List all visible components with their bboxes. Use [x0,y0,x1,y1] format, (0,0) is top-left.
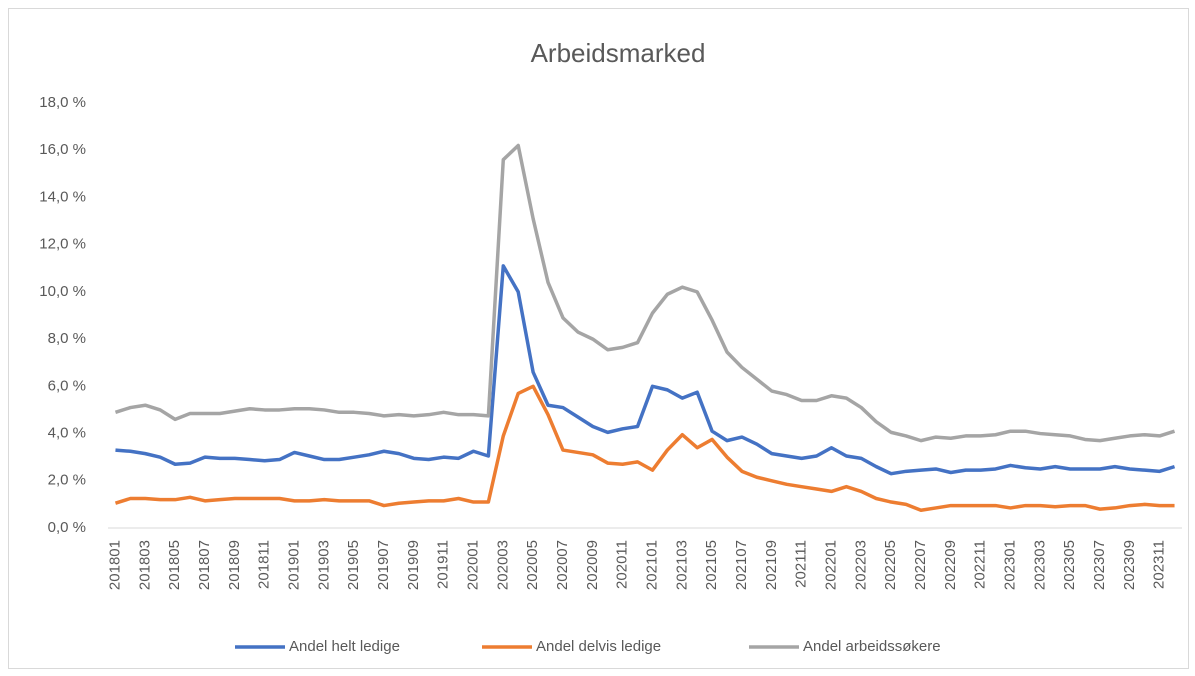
x-tick-label: 202001 [464,540,481,590]
x-tick-label: 202203 [852,540,869,590]
y-tick-label: 2,0 % [48,472,86,489]
x-tick-label: 201807 [196,540,213,590]
legend-label: Andel arbeidssøkere [803,638,941,655]
x-tick-label: 201803 [136,540,153,590]
x-tick-label: 202101 [643,540,660,590]
x-tick-label: 201809 [226,540,243,590]
y-tick-label: 12,0 % [39,236,86,253]
y-tick-label: 10,0 % [39,283,86,300]
series-line [115,264,1176,476]
x-tick-label: 202009 [584,540,601,590]
x-tick-label: 202111 [793,540,810,588]
series-line [114,384,1175,513]
y-tick-label: 8,0 % [48,330,86,347]
y-tick-label: 6,0 % [48,377,86,394]
x-tick-label: 202311 [1151,540,1168,589]
x-tick-label: 201911 [435,540,452,589]
x-tick-label: 202011 [614,540,631,589]
x-tick-label: 202007 [554,540,571,590]
x-tick-label: 202103 [673,540,690,590]
y-tick-label: 14,0 % [39,188,86,205]
y-tick-label: 0,0 % [48,519,86,536]
x-tick-label: 201909 [405,540,422,590]
y-tick-label: 4,0 % [48,425,86,442]
x-tick-label: 202309 [1121,540,1138,590]
x-tick-label: 202211 [972,540,989,589]
chart-frame [8,8,1189,669]
series-line [114,143,1176,443]
y-tick-label: 18,0 % [39,94,86,111]
x-tick-label: 201907 [375,540,392,590]
x-tick-label: 202207 [912,540,929,590]
legend-label: Andel helt ledige [289,638,400,655]
x-tick-label: 201901 [285,540,302,590]
y-tick-label: 16,0 % [39,141,86,158]
x-tick-label: 202303 [1031,540,1048,590]
x-tick-label: 202109 [763,540,780,590]
x-tick-label: 201811 [256,540,273,589]
x-tick-label: 202301 [1001,540,1018,590]
x-tick-label: 202305 [1061,540,1078,590]
x-tick-label: 202307 [1091,540,1108,590]
x-tick-label: 202201 [822,540,839,590]
x-tick-label: 201805 [166,540,183,590]
x-tick-label: 202003 [494,540,511,590]
x-tick-label: 202105 [703,540,720,590]
legend-label: Andel delvis ledige [536,638,661,655]
x-tick-label: 202209 [942,540,959,590]
x-tick-label: 202205 [882,540,899,590]
x-tick-label: 201801 [106,540,123,590]
x-tick-label: 201903 [315,540,332,590]
x-tick-label: 202107 [733,540,750,590]
x-tick-label: 201905 [345,540,362,590]
chart-title: Arbeidsmarked [531,38,706,68]
x-tick-label: 202005 [524,540,541,590]
